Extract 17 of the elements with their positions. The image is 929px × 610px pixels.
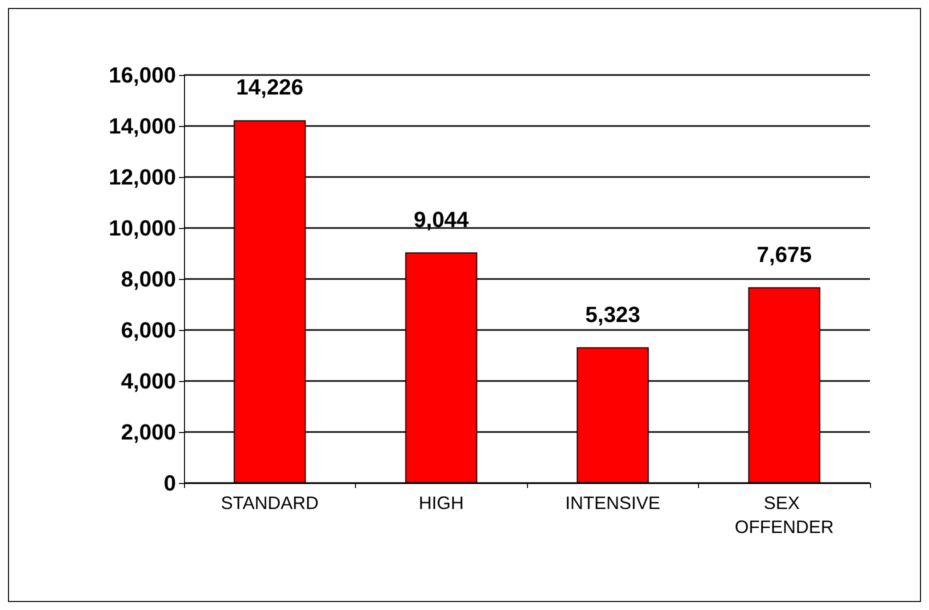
y-tick-label: 10,000 [108,216,176,240]
x-tick-label: HIGH [418,493,464,513]
x-tick-label: STANDARD [220,493,319,513]
data-label: 5,323 [585,302,640,327]
y-tick-label: 4,000 [120,368,176,394]
y-tick-label: 6,000 [120,318,176,342]
y-tick-label: 8,000 [120,266,176,292]
y-tick-label: 14,000 [108,114,176,138]
y-tick-label: 16,000 [108,62,176,88]
y-tick-label: 2,000 [120,420,176,444]
x-tick-label: SEX OFFENDER [734,493,834,537]
data-label: 9,044 [414,206,470,232]
x-tick-label: INTENSIVE [565,493,660,513]
y-tick-label: 12,000 [108,164,176,190]
data-label: 7,675 [756,242,812,267]
data-label: 14,226 [236,74,304,100]
y-tick-label: 0 [164,470,176,496]
